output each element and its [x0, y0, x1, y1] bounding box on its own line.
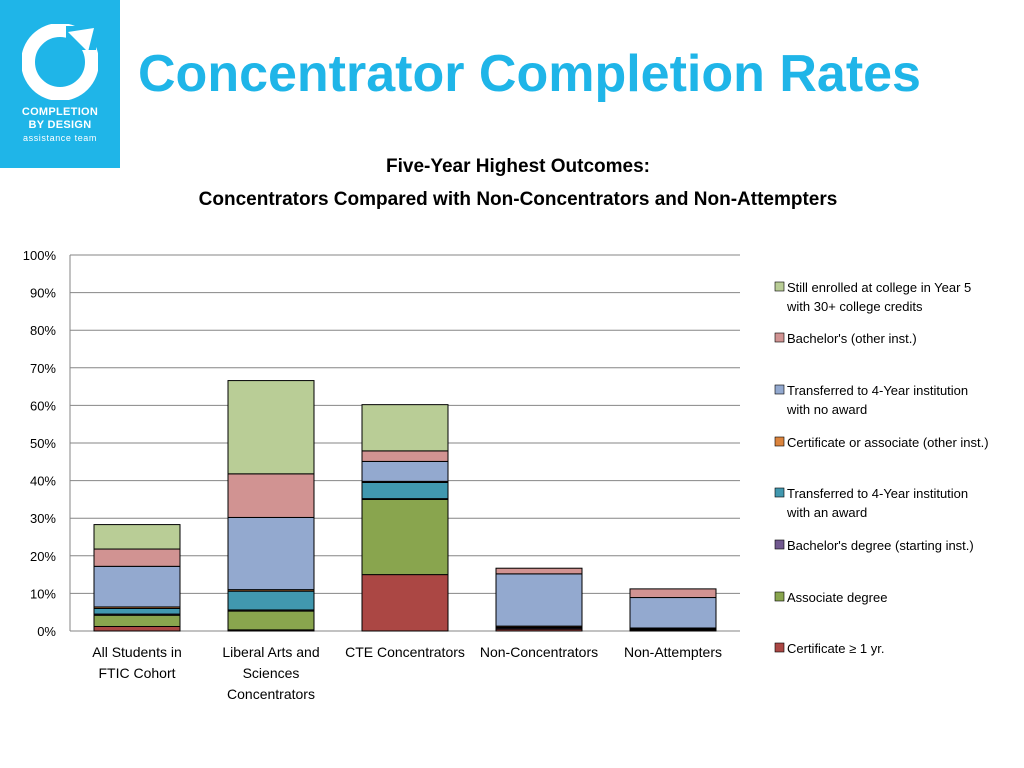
bar-segment — [361, 460, 449, 482]
legend-label: Still enrolled at college in Year 5 — [787, 280, 971, 295]
logo-text-completion: COMPLETION — [21, 106, 99, 118]
y-tick-label: 50% — [30, 436, 56, 451]
legend-label: with no award — [786, 402, 867, 417]
legend-swatch — [774, 591, 785, 602]
bar-segment — [361, 450, 449, 462]
bar-segment — [227, 380, 315, 475]
legend-label: Transferred to 4-Year institution — [787, 383, 968, 398]
legend-label: with 30+ college credits — [786, 299, 923, 314]
bar-segment — [93, 548, 181, 567]
legend-label: Bachelor's degree (starting inst.) — [787, 538, 974, 553]
legend-swatch — [774, 281, 785, 292]
y-tick-label: 40% — [30, 474, 56, 489]
x-tick-label: CTE Concentrators — [345, 644, 465, 660]
bar-segment — [93, 565, 181, 608]
y-tick-label: 10% — [30, 586, 56, 601]
legend-label: Certificate or associate (other inst.) — [787, 435, 989, 450]
x-tick-label: Non-Concentrators — [480, 644, 598, 660]
legend-swatch — [774, 384, 785, 395]
x-tick-label: Liberal Arts and — [222, 644, 319, 660]
bar-segment — [495, 567, 583, 575]
bar-segment — [361, 574, 449, 632]
bar-segment — [361, 498, 449, 576]
logo-text-by-design: BY DESIGN — [28, 119, 92, 131]
bar-segment — [227, 516, 315, 591]
legend-swatch — [774, 539, 785, 550]
y-tick-label: 0% — [37, 624, 56, 639]
x-tick-label: Sciences — [243, 665, 300, 681]
y-tick-label: 60% — [30, 398, 56, 413]
legend-label: Transferred to 4-Year institution — [787, 486, 968, 501]
y-tick-label: 90% — [30, 286, 56, 301]
completion-by-design-logo-icon — [22, 24, 98, 100]
legend-swatch — [774, 436, 785, 447]
legend-label: Bachelor's (other inst.) — [787, 331, 917, 346]
legend-label: with an award — [786, 505, 867, 520]
bar-segment — [361, 404, 449, 452]
completion-by-design-logo: COMPLETION BY DESIGN assistance team — [0, 0, 120, 168]
bar-segment — [227, 473, 315, 518]
bar-segment — [93, 607, 181, 615]
bar-segment — [93, 625, 181, 632]
y-tick-label: 100% — [23, 248, 57, 263]
stacked-bar-chart: Five-Year Highest Outcomes: Concentrators… — [23, 156, 989, 702]
legend-label: Certificate ≥ 1 yr. — [787, 641, 884, 656]
bar-segment — [227, 610, 315, 631]
x-tick-label: FTIC Cohort — [98, 665, 175, 681]
x-tick-label: Concentrators — [227, 686, 315, 702]
legend-swatch — [774, 642, 785, 653]
chart-title-line2: Concentrators Compared with Non-Concentr… — [199, 189, 838, 210]
y-tick-label: 80% — [30, 323, 56, 338]
chart-title-line1: Five-Year Highest Outcomes: — [386, 156, 650, 177]
logo-text-assistance-team: assistance team — [22, 133, 98, 143]
x-tick-label: All Students in — [92, 644, 182, 660]
legend-swatch — [774, 487, 785, 498]
bar-segment — [361, 481, 449, 500]
bar-segment — [227, 590, 315, 611]
y-tick-label: 30% — [30, 511, 56, 526]
y-tick-label: 70% — [30, 361, 56, 376]
bar-segment — [495, 573, 583, 627]
bar-segment — [93, 524, 181, 550]
page-title: Concentrator Completion Rates — [138, 45, 921, 103]
legend-label: Associate degree — [787, 590, 887, 605]
bar-segment — [93, 614, 181, 627]
bar-segment — [629, 597, 717, 629]
legend-swatch — [774, 332, 785, 343]
x-tick-label: Non-Attempters — [624, 644, 722, 660]
y-tick-label: 20% — [30, 549, 56, 564]
bar-segment — [629, 588, 717, 599]
